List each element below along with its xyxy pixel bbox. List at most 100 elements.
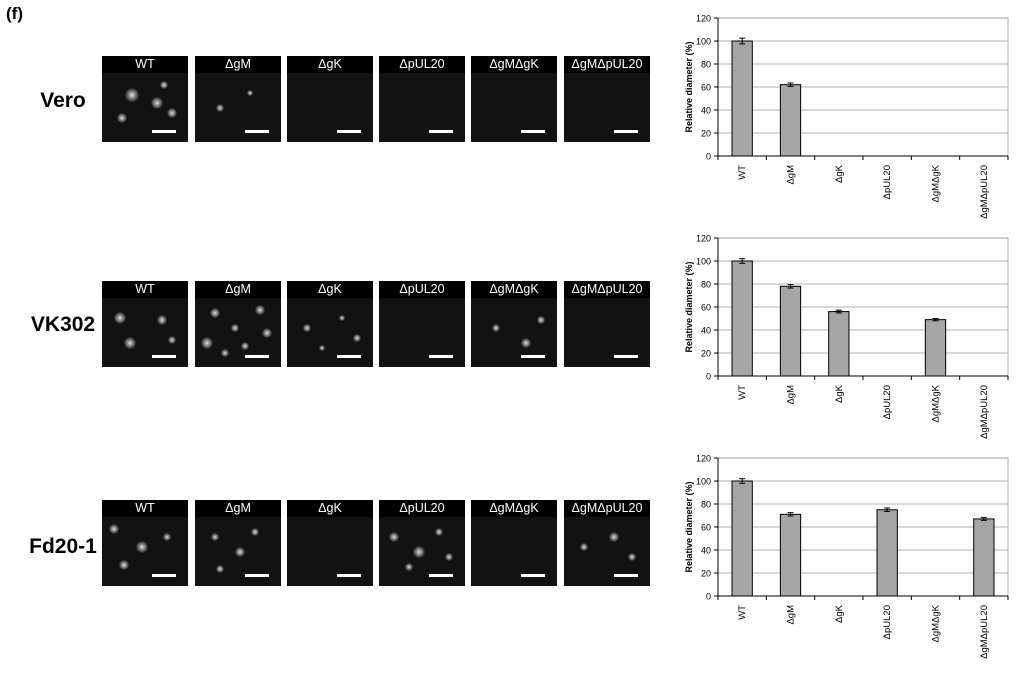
bar-chart-2: 0 20 40 60 80 100 120 Relative diameter (%) WT Δg… xyxy=(684,454,1009,659)
micrograph-tile: WT xyxy=(102,500,188,586)
y-tick-label: 0 xyxy=(706,372,711,382)
micrograph-tile: ΔgMΔpUL20 xyxy=(564,500,650,586)
plaque-spot xyxy=(628,553,636,561)
scale-bar xyxy=(429,574,453,577)
micrograph-tile: ΔgMΔpUL20 xyxy=(564,281,650,367)
scale-bar xyxy=(337,130,361,133)
micrograph-tile: ΔpUL20 xyxy=(379,281,465,367)
x-tick-label: ΔpUL20 xyxy=(882,605,893,639)
tile-label: WT xyxy=(102,500,188,517)
micrograph-tile: ΔgK xyxy=(287,281,373,367)
scale-bar xyxy=(614,574,638,577)
plaque-spot xyxy=(117,113,127,123)
scale-bar xyxy=(614,355,638,358)
micrograph-tile: ΔgMΔgK xyxy=(471,56,557,142)
y-tick-label: 100 xyxy=(696,257,711,267)
plaque-spot xyxy=(339,315,345,321)
bar xyxy=(828,311,850,377)
plaque-spot xyxy=(580,543,588,551)
plaque-spot xyxy=(241,342,249,350)
bar xyxy=(924,319,947,377)
bar xyxy=(731,480,753,597)
row-label-1: VK302 xyxy=(30,313,96,336)
micrograph-tile: ΔgK xyxy=(287,500,373,586)
y-tick-label: 100 xyxy=(696,37,711,47)
tile-label: ΔgMΔpUL20 xyxy=(564,500,650,517)
tile-label: ΔgK xyxy=(287,56,373,73)
scale-bar xyxy=(337,355,361,358)
x-tick-label: ΔpUL20 xyxy=(882,165,893,199)
y-tick-label: 60 xyxy=(701,83,711,93)
y-tick-label: 80 xyxy=(701,280,711,290)
plaque-spot xyxy=(136,541,148,553)
plaque-spot xyxy=(157,315,167,325)
plaque-spot xyxy=(319,345,325,351)
plaque-spot xyxy=(255,305,265,315)
scale-bar xyxy=(152,130,176,133)
plaque-spot xyxy=(201,337,213,349)
plaque-spot xyxy=(435,528,443,536)
bar xyxy=(973,518,995,597)
panel-letter: (f) xyxy=(6,4,23,23)
scale-bar xyxy=(245,355,269,358)
plaque-spot xyxy=(163,533,171,541)
x-tick-label: WT xyxy=(737,385,748,400)
micrograph-tile: ΔpUL20 xyxy=(379,56,465,142)
tile-label: ΔgMΔgK xyxy=(471,56,557,73)
row-label-0: Vero xyxy=(40,89,86,112)
x-tick-label: ΔgK xyxy=(834,164,845,183)
micrograph-tile: ΔgM xyxy=(195,56,281,142)
plaque-spot xyxy=(109,524,119,534)
tile-label: ΔgK xyxy=(287,281,373,298)
micrograph-tile: WT xyxy=(102,281,188,367)
x-tick-label: ΔgM xyxy=(786,385,797,405)
plaque-spot xyxy=(235,547,245,557)
tile-label: WT xyxy=(102,281,188,298)
y-tick-label: 120 xyxy=(696,454,711,464)
tile-label: ΔgMΔgK xyxy=(471,281,557,298)
bar xyxy=(731,260,753,377)
x-tick-label: ΔgMΔpUL20 xyxy=(979,605,990,659)
plaque-spot xyxy=(221,349,229,357)
y-tick-label: 100 xyxy=(696,477,711,487)
x-tick-label: ΔgM xyxy=(786,165,797,185)
tile-label: ΔpUL20 xyxy=(379,500,465,517)
scale-bar xyxy=(521,130,545,133)
plaque-spot xyxy=(125,88,139,102)
plaque-spot xyxy=(609,532,619,542)
plaque-spot xyxy=(211,533,219,541)
micrograph-tile: ΔgMΔpUL20 xyxy=(564,56,650,142)
plaque-spot xyxy=(210,308,220,318)
y-tick-label: 40 xyxy=(701,546,711,556)
plaque-spot xyxy=(353,334,361,342)
tile-label: ΔgM xyxy=(195,500,281,517)
bar xyxy=(876,509,898,597)
micrograph-tile: WT xyxy=(102,56,188,142)
y-axis-label: Relative diameter (%) xyxy=(684,481,694,572)
plaque-spot xyxy=(167,108,177,118)
scale-bar xyxy=(152,574,176,577)
x-tick-label: ΔgM xyxy=(786,605,797,625)
tile-label: ΔgMΔpUL20 xyxy=(564,281,650,298)
plaque-spot xyxy=(160,81,168,89)
y-tick-label: 20 xyxy=(701,349,711,359)
tile-label: ΔgM xyxy=(195,281,281,298)
scale-bar xyxy=(521,355,545,358)
tile-label: ΔgK xyxy=(287,500,373,517)
plaque-spot xyxy=(124,337,136,349)
micrograph-image xyxy=(102,73,188,142)
plaque-spot xyxy=(231,324,239,332)
plaque-spot xyxy=(151,97,163,109)
y-tick-label: 40 xyxy=(701,326,711,336)
y-tick-label: 0 xyxy=(706,592,711,602)
y-tick-label: 20 xyxy=(701,129,711,139)
plaque-spot xyxy=(492,324,500,332)
y-tick-label: 0 xyxy=(706,152,711,162)
x-tick-label: ΔgMΔgK xyxy=(931,164,942,202)
scale-bar xyxy=(245,574,269,577)
bar xyxy=(731,40,753,157)
x-tick-label: ΔgMΔgK xyxy=(931,604,942,642)
micrograph-tile: ΔgK xyxy=(287,56,373,142)
x-tick-label: ΔgMΔpUL20 xyxy=(979,165,990,219)
plaque-spot xyxy=(216,565,224,573)
